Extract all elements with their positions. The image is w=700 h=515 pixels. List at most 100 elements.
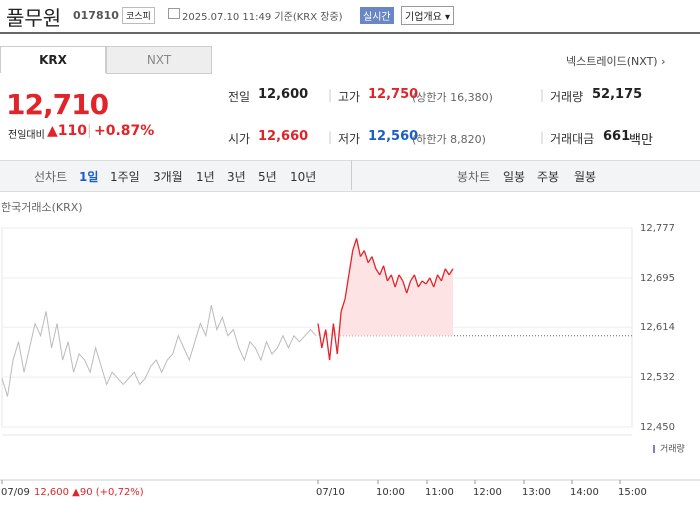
today-line-segment	[448, 268, 454, 276]
change-label: 전일대비	[8, 130, 45, 141]
today-line-segment	[440, 268, 446, 282]
divider	[0, 32, 700, 34]
info-value: 661	[603, 129, 631, 144]
today-line-segment	[382, 265, 389, 282]
period-button[interactable]: 5년	[258, 170, 277, 184]
calendar-icon	[168, 8, 180, 19]
separator: |	[540, 88, 545, 102]
y-tick-label: 12,532	[640, 372, 675, 383]
today-line-segment	[437, 274, 442, 282]
y-tick-label: 12,450	[640, 422, 675, 433]
overview-text: 기업개요	[405, 12, 442, 23]
info-value: 12,600	[258, 87, 309, 102]
market-badge: 코스피	[122, 7, 155, 24]
info-note: (하한가 8,820)	[412, 133, 486, 146]
today-line-segment	[398, 274, 404, 282]
y-tick-label: 12,695	[640, 273, 675, 284]
info-label: 고가	[338, 90, 361, 104]
today-line-segment	[371, 256, 377, 269]
today-line-segment	[444, 268, 450, 276]
prev-summary: 12,600 ▲90 (+0,72%)	[34, 487, 144, 498]
price: 12,710	[6, 88, 109, 121]
today-line-segment	[394, 274, 400, 288]
x-tick-label: 07/10	[316, 487, 345, 498]
period-button[interactable]: 1주일	[110, 170, 140, 184]
volume-label: 거래량	[660, 443, 685, 455]
x-tick-label: 15:00	[618, 487, 647, 498]
today-line-segment	[402, 280, 408, 294]
tab-krx[interactable]: KRX	[0, 46, 106, 73]
change: ▲110	[47, 123, 87, 139]
today-line-segment	[344, 274, 350, 300]
today-line-segment	[413, 274, 419, 288]
x-tick-label: 10:00	[376, 487, 405, 498]
info-label: 거래대금	[550, 132, 595, 146]
period-button[interactable]: 3개월	[153, 170, 183, 184]
today-line-segment	[390, 274, 396, 288]
candle-chart-label: 봉차트	[457, 170, 491, 184]
stock-name: 풀무원	[6, 6, 62, 30]
period-button[interactable]: 1일	[79, 170, 99, 184]
chart-source: 한국거래소(KRX)	[1, 201, 83, 214]
today-line-segment	[410, 274, 415, 282]
today-line-segment	[328, 323, 335, 361]
info-label: 저가	[338, 132, 361, 146]
period-button[interactable]: 주봉	[537, 170, 560, 184]
info-note: (상한가 16,380)	[412, 91, 493, 104]
today-line-segment	[363, 250, 369, 263]
today-line-segment	[421, 280, 427, 285]
nxt-link[interactable]: 넥스트레이드(NXT) ›	[566, 55, 666, 68]
separator	[351, 160, 352, 190]
nxt-link-text: 넥스트레이드(NXT)	[566, 55, 658, 68]
period-button[interactable]: 10년	[290, 170, 317, 184]
today-line-segment	[348, 250, 354, 275]
today-line-segment	[321, 329, 327, 349]
today-area	[318, 238, 453, 336]
today-line-segment	[325, 329, 331, 361]
period-button[interactable]: 3년	[227, 170, 246, 184]
separator: |	[540, 130, 545, 144]
today-line-segment	[375, 268, 381, 276]
x-tick-label: 11:00	[425, 487, 454, 498]
period-button[interactable]: 일봉	[503, 170, 526, 184]
volume-icon	[653, 445, 655, 453]
previous-day-line	[1, 305, 317, 397]
today-line-segment	[429, 277, 435, 288]
info-value: 12,560	[368, 129, 419, 144]
info-value: 12,660	[258, 129, 309, 144]
today-line-segment	[433, 274, 439, 288]
x-tick-label: 14:00	[570, 487, 599, 498]
info-value: 52,175	[592, 87, 643, 102]
today-line-segment	[355, 238, 362, 257]
info-unit: 백만	[629, 133, 653, 148]
info-label: 전일	[228, 90, 251, 104]
today-line-segment	[406, 280, 412, 294]
today-line-segment	[367, 256, 373, 264]
today-line-segment	[425, 277, 431, 285]
today-line-segment	[386, 274, 392, 282]
separator: |	[328, 130, 333, 144]
overview-button[interactable]: 기업개요 ▾	[401, 6, 455, 25]
tab-nxt[interactable]: NXT	[106, 46, 212, 74]
x-tick-label: 12:00	[473, 487, 502, 498]
today-line-segment	[340, 299, 346, 312]
y-tick-label: 12,777	[640, 223, 675, 234]
chart: 한국거래소(KRX) 거래량 12,777 12,695 12,614 12,532 1…	[0, 201, 700, 498]
today-line-segment	[359, 250, 365, 257]
y-tick-label: 12,614	[640, 322, 675, 333]
info-label: 거래량	[550, 90, 584, 104]
stock-code: 017810	[73, 9, 119, 22]
today-line-segment	[332, 323, 338, 355]
separator: |	[87, 123, 92, 139]
separator: |	[328, 88, 333, 102]
line-chart-label: 선차트	[34, 170, 68, 184]
x-tick-label: 07/09	[1, 487, 30, 498]
period-button[interactable]: 1년	[196, 170, 215, 184]
period-bar	[0, 160, 700, 192]
info-value: 12,750	[368, 87, 419, 102]
today-line-segment	[417, 280, 423, 288]
time: 2025.07.10 11:49 기준(KRX 장중)	[182, 12, 343, 23]
period-button[interactable]: 월봉	[574, 170, 597, 184]
rate: +0.87%	[94, 123, 155, 139]
